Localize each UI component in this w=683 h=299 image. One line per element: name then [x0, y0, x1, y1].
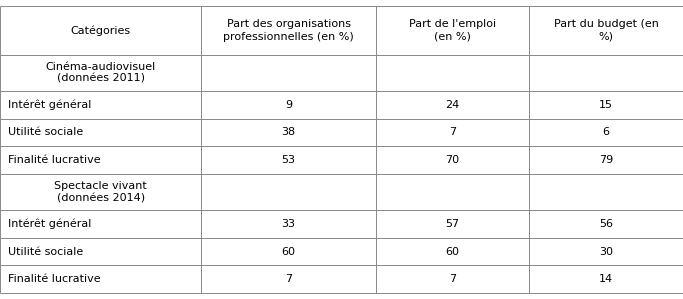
Text: 7: 7 — [449, 127, 456, 137]
Text: Cinéma-audiovisuel
(données 2011): Cinéma-audiovisuel (données 2011) — [46, 62, 156, 84]
Text: 60: 60 — [281, 246, 296, 257]
Text: 15: 15 — [599, 100, 613, 110]
Text: 30: 30 — [599, 246, 613, 257]
Text: Catégories: Catégories — [70, 25, 131, 36]
Text: 53: 53 — [281, 155, 296, 165]
Text: Intérêt général: Intérêt général — [8, 100, 92, 110]
Text: 9: 9 — [285, 100, 292, 110]
Text: Intérêt général: Intérêt général — [8, 219, 92, 229]
Text: Finalité lucrative: Finalité lucrative — [8, 155, 101, 165]
Text: 7: 7 — [285, 274, 292, 284]
Text: Utilité sociale: Utilité sociale — [8, 127, 83, 137]
Text: 7: 7 — [449, 274, 456, 284]
Text: 14: 14 — [599, 274, 613, 284]
Text: 79: 79 — [599, 155, 613, 165]
Text: Part du budget (en
%): Part du budget (en %) — [554, 19, 658, 42]
Text: 33: 33 — [281, 219, 296, 229]
Text: Finalité lucrative: Finalité lucrative — [8, 274, 101, 284]
Text: 60: 60 — [445, 246, 460, 257]
Text: 56: 56 — [599, 219, 613, 229]
Text: 57: 57 — [445, 219, 460, 229]
Text: 6: 6 — [602, 127, 610, 137]
Text: Part de l'emploi
(en %): Part de l'emploi (en %) — [409, 19, 496, 42]
Text: 38: 38 — [281, 127, 296, 137]
Text: Part des organisations
professionnelles (en %): Part des organisations professionnelles … — [223, 19, 354, 42]
Text: 24: 24 — [445, 100, 460, 110]
Text: Utilité sociale: Utilité sociale — [8, 246, 83, 257]
Text: Spectacle vivant
(données 2014): Spectacle vivant (données 2014) — [55, 181, 147, 203]
Text: 70: 70 — [445, 155, 460, 165]
